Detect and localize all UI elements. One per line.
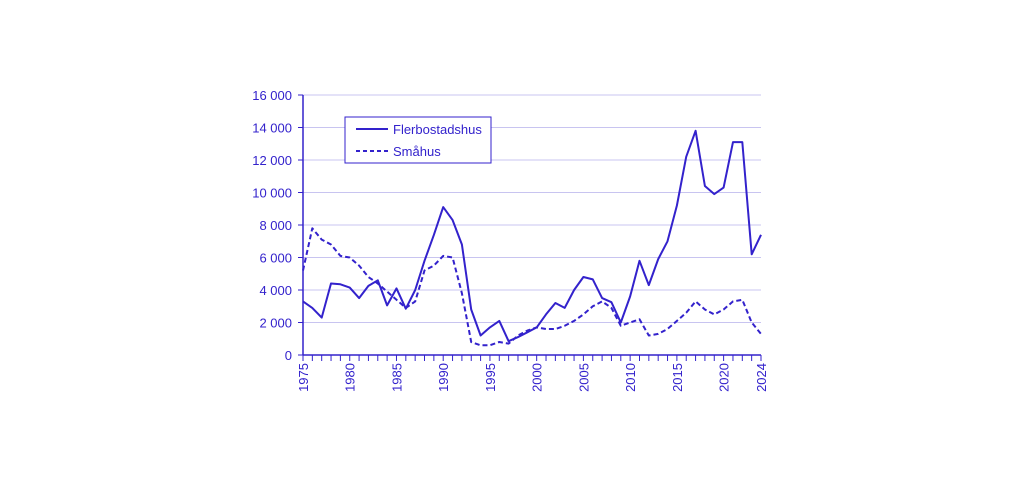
y-tick-label: 16 000: [252, 88, 292, 103]
x-tick-label: 1995: [483, 363, 498, 392]
x-tick-label: 2005: [576, 363, 591, 392]
x-tick-label: 2020: [717, 363, 732, 392]
series-lines: [302, 129, 762, 347]
y-tick-label: 2 000: [259, 316, 292, 331]
legend: Flerbostadshus Småhus: [344, 116, 492, 164]
y-tick-label: 8 000: [259, 218, 292, 233]
x-tick-label: 1990: [436, 363, 451, 392]
x-tick-label: 2015: [670, 363, 685, 392]
y-axis: 0 2 000 4 000 6 000 8 000 10 000 12 000 14 000 1…: [252, 88, 304, 363]
y-tick-label: 10 000: [252, 186, 292, 201]
x-tick-label: 1975: [296, 363, 311, 392]
legend-label-smahus: Småhus: [393, 144, 441, 159]
y-tick-label: 0: [285, 348, 292, 363]
legend-label-flerbostadshus: Flerbostadshus: [393, 122, 482, 137]
y-tick-label: 12 000: [252, 153, 292, 168]
x-tick-label: 2000: [530, 363, 545, 392]
x-tick-label: 1980: [343, 363, 358, 392]
series-line-smahus: [302, 227, 762, 347]
y-tick-label: 6 000: [259, 251, 292, 266]
x-tick-label: 2010: [623, 363, 638, 392]
x-tick-label: 1985: [389, 363, 404, 392]
x-tick-label: 2024: [754, 363, 769, 392]
y-tick-label: 4 000: [259, 283, 292, 298]
x-axis: 1975 1980 1985 1990 1995 2000 2005 2010 2015 2020…: [296, 354, 769, 392]
y-tick-label: 14 000: [252, 121, 292, 136]
